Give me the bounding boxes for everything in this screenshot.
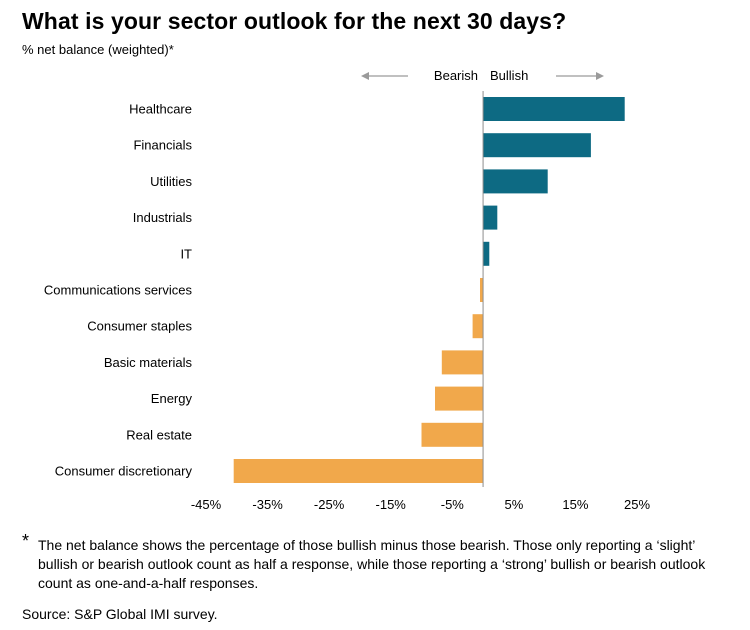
category-label: Healthcare — [129, 102, 192, 117]
x-tick-label: -25% — [314, 497, 345, 512]
category-label: Communications services — [44, 283, 193, 298]
bullish-label: Bullish — [490, 68, 528, 83]
bar-communications-services — [480, 278, 484, 302]
category-label: Financials — [133, 138, 192, 153]
chart-title: What is your sector outlook for the next… — [22, 8, 567, 34]
bar-real-estate — [421, 422, 484, 447]
category-label: Utilities — [150, 174, 192, 189]
direction-legend: Bearish Bullish — [361, 68, 604, 83]
category-label: Consumer discretionary — [55, 464, 193, 479]
footnote-text: The net balance shows the percentage of … — [38, 537, 706, 591]
chart-subtitle: % net balance (weighted)* — [22, 42, 174, 57]
category-label: Real estate — [126, 427, 192, 442]
footnote-marker: * — [22, 531, 30, 551]
x-tick-label: 25% — [624, 497, 650, 512]
category-label: Industrials — [133, 210, 193, 225]
source-note: Source: S&P Global IMI survey. — [22, 606, 218, 622]
bar-utilities — [483, 169, 548, 194]
bar-consumer-staples — [472, 314, 484, 339]
bar-healthcare — [483, 97, 625, 121]
bar-chart: Bearish Bullish Healthcare Financials Util… — [44, 68, 651, 512]
x-tick-label: -45% — [191, 497, 222, 512]
bar-consumer-discretionary — [233, 459, 484, 483]
bar-energy — [435, 386, 483, 411]
bearish-label: Bearish — [434, 68, 478, 83]
x-tick-label: -35% — [252, 497, 283, 512]
x-tick-label: 5% — [505, 497, 524, 512]
bar-financials — [483, 133, 591, 158]
bar-it — [483, 241, 490, 266]
bar-basic-materials — [441, 350, 484, 375]
x-tick-label: 15% — [562, 497, 588, 512]
x-tick-label: -15% — [376, 497, 407, 512]
category-label: IT — [180, 246, 192, 261]
category-label: Consumer staples — [87, 319, 192, 334]
bullish-arrowhead-icon — [596, 72, 604, 80]
footnote: * The net balance shows the percentage o… — [22, 532, 737, 593]
category-label: Basic materials — [104, 355, 193, 370]
x-tick-label: -5% — [441, 497, 465, 512]
category-label: Energy — [151, 391, 193, 406]
bearish-arrowhead-icon — [361, 72, 369, 80]
bar-industrials — [483, 205, 498, 230]
